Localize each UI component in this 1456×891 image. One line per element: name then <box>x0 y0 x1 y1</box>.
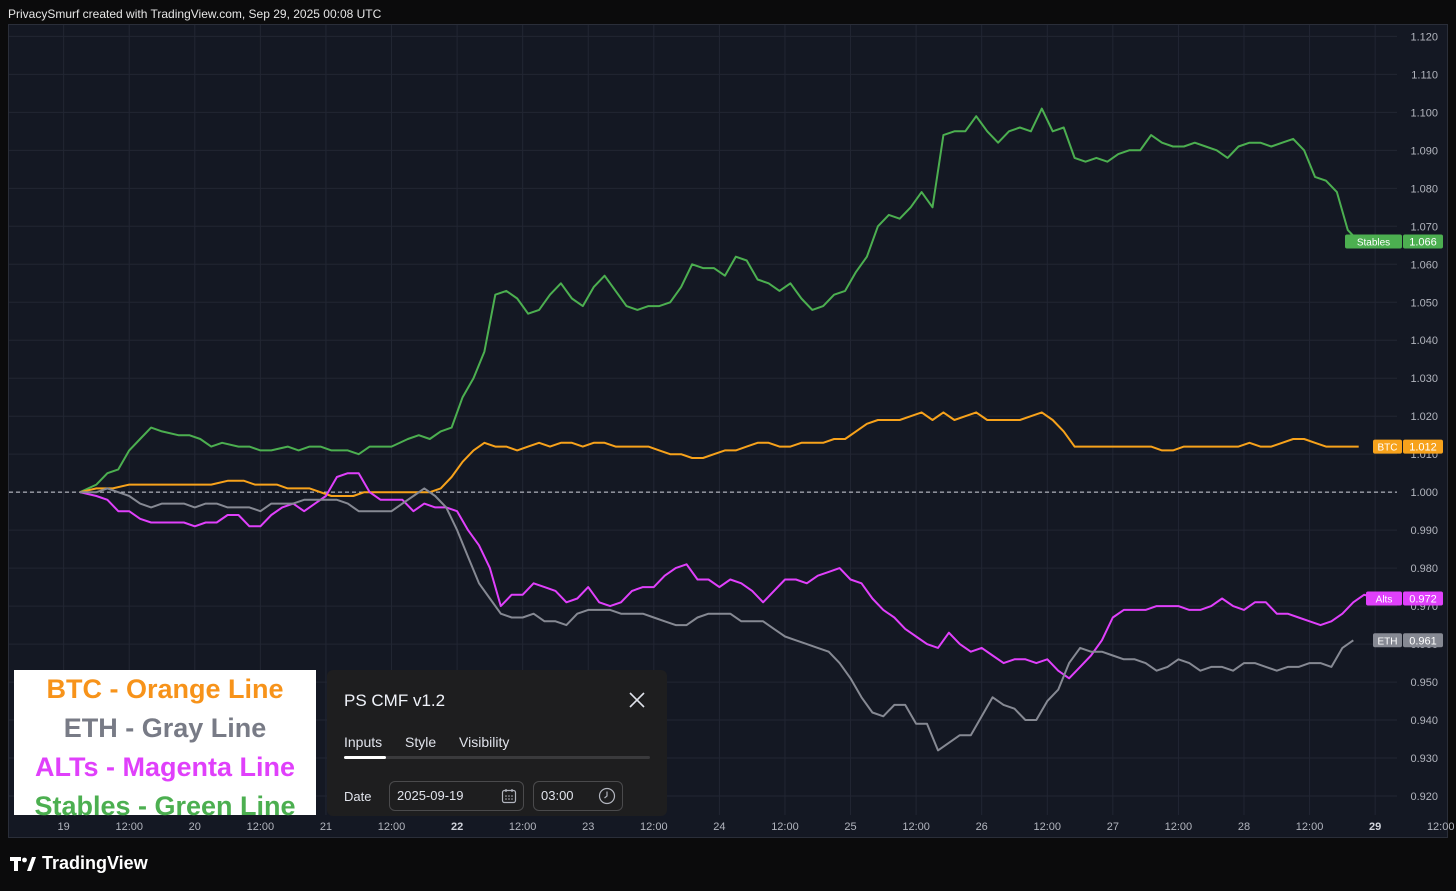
y-tick-label: 1.000 <box>1410 487 1438 499</box>
x-tick-label: 19 <box>58 821 70 833</box>
y-tick-label: 0.980 <box>1410 563 1438 575</box>
x-tick-label: 12:00 <box>771 821 799 833</box>
y-tick-label: 0.930 <box>1410 753 1438 765</box>
chart-caption: PrivacySmurf created with TradingView.co… <box>8 7 382 21</box>
series-line-stables <box>79 107 1360 494</box>
date-field-value: 2025-09-19 <box>397 788 464 803</box>
y-tick-label: 1.070 <box>1410 221 1438 233</box>
series-value-tag <box>1403 439 1443 454</box>
series-line-btc <box>79 411 1359 497</box>
dialog-tabs: Inputs Style Visibility <box>344 734 528 750</box>
x-tick-label: 12:00 <box>1296 821 1324 833</box>
x-tick-label: 26 <box>976 821 988 833</box>
y-tick-label: 1.020 <box>1410 411 1438 423</box>
series-name-tag-label: ETH <box>1378 636 1398 647</box>
y-tick-label: 0.940 <box>1410 715 1438 727</box>
x-tick-label: 23 <box>582 821 594 833</box>
tradingview-logo-icon <box>10 856 36 871</box>
last-value-tag-eth: ETH 0.961 <box>1373 633 1443 648</box>
y-tick-label: 1.040 <box>1410 335 1438 347</box>
grid <box>9 25 1397 815</box>
x-tick-label: 20 <box>189 821 201 833</box>
y-tick-label: 1.030 <box>1410 373 1438 385</box>
last-value-tag-btc: BTC 1.012 <box>1373 439 1443 454</box>
price-axis: 0.9200.9300.9400.9500.9600.9700.9800.990… <box>1410 31 1438 803</box>
x-tick-label: 12:00 <box>247 821 275 833</box>
calendar-icon[interactable] <box>501 788 517 804</box>
series-name-tag-label: Alts <box>1376 595 1393 606</box>
tradingview-logo-text: TradingView <box>42 853 148 873</box>
series-line-alts <box>79 472 1376 680</box>
legend-line-btc: BTC - Orange Line <box>46 674 284 704</box>
x-tick-label: 12:00 <box>378 821 406 833</box>
series-name-tag <box>1373 633 1402 648</box>
series-name-tag <box>1345 234 1402 249</box>
date-label: Date <box>344 789 372 804</box>
series-value-tag-label: 1.066 <box>1409 236 1437 248</box>
x-tick-label: 12:00 <box>640 821 668 833</box>
last-value-tags: Stables 1.066 BTC 1.012 Alts 0.972 ETH 0.961 <box>1345 234 1443 648</box>
x-tick-label: 25 <box>844 821 856 833</box>
series-line-eth <box>80 487 1354 752</box>
series-value-tag <box>1403 591 1443 606</box>
y-tick-label: 1.060 <box>1410 259 1438 271</box>
tradingview-logo: TradingView <box>10 853 148 874</box>
series-name-tag <box>1366 591 1402 606</box>
y-tick-label: 0.950 <box>1410 677 1438 689</box>
last-value-tag-alts: Alts 0.972 <box>1366 591 1443 606</box>
dialog-title: PS CMF v1.2 <box>344 691 446 710</box>
y-tick-label: 1.090 <box>1410 145 1438 157</box>
y-tick-label: 1.050 <box>1410 297 1438 309</box>
series-legend: BTC - Orange Line ETH - Gray Line ALTs -… <box>14 670 316 821</box>
x-tick-label: 12:00 <box>902 821 930 833</box>
time-field[interactable]: 03:00 <box>533 781 623 811</box>
x-tick-label: 12:00 <box>509 821 537 833</box>
last-value-tag-stables: Stables 1.066 <box>1345 234 1443 249</box>
legend-line-stables: Stables - Green Line <box>34 791 296 821</box>
x-tick-label: 24 <box>713 821 725 833</box>
date-field[interactable]: 2025-09-19 <box>389 781 524 811</box>
x-tick-label: 22 <box>451 821 463 833</box>
series-value-tag-label: 1.012 <box>1409 442 1437 454</box>
time-axis: 19 12:00 20 12:00 21 12:00 22 12:00 23 12:00 24 12:… <box>58 821 1455 833</box>
x-tick-label: 21 <box>320 821 332 833</box>
x-tick-label: 12:00 <box>115 821 143 833</box>
x-tick-label: 12:00 <box>1165 821 1193 833</box>
y-tick-label: 0.990 <box>1410 525 1438 537</box>
series-name-tag <box>1373 439 1402 454</box>
x-tick-label: 28 <box>1238 821 1250 833</box>
time-field-value: 03:00 <box>541 788 574 803</box>
y-tick-label: 1.120 <box>1410 31 1438 43</box>
legend-line-eth: ETH - Gray Line <box>63 713 267 743</box>
close-icon[interactable] <box>627 690 647 710</box>
series-name-tag-label: Stables <box>1357 237 1390 248</box>
tab-style[interactable]: Style <box>405 734 437 750</box>
y-tick-label: 0.920 <box>1410 791 1438 803</box>
x-tick-label: 27 <box>1107 821 1119 833</box>
x-tick-label: 29 <box>1369 821 1381 833</box>
tab-inputs[interactable]: Inputs <box>344 734 383 750</box>
y-tick-label: 1.100 <box>1410 107 1438 119</box>
active-tab-indicator <box>344 756 386 759</box>
tab-indicator-track <box>344 756 650 759</box>
x-tick-label: 12:00 <box>1427 821 1455 833</box>
series-value-tag-label: 0.972 <box>1409 594 1437 606</box>
x-tick-label: 12:00 <box>1034 821 1062 833</box>
y-tick-label: 1.110 <box>1411 69 1438 81</box>
series-lines <box>79 107 1376 752</box>
legend-line-alts: ALTs - Magenta Line <box>34 752 295 782</box>
series-value-tag-label: 0.961 <box>1409 635 1437 647</box>
indicator-settings-dialog[interactable]: PS CMF v1.2 Inputs Style Visibility Date… <box>327 670 667 816</box>
series-value-tag <box>1403 633 1443 648</box>
y-tick-label: 1.080 <box>1410 183 1438 195</box>
clock-icon[interactable] <box>598 787 616 805</box>
tab-visibility[interactable]: Visibility <box>459 734 510 750</box>
series-value-tag <box>1403 234 1443 249</box>
series-name-tag-label: BTC <box>1378 443 1398 454</box>
